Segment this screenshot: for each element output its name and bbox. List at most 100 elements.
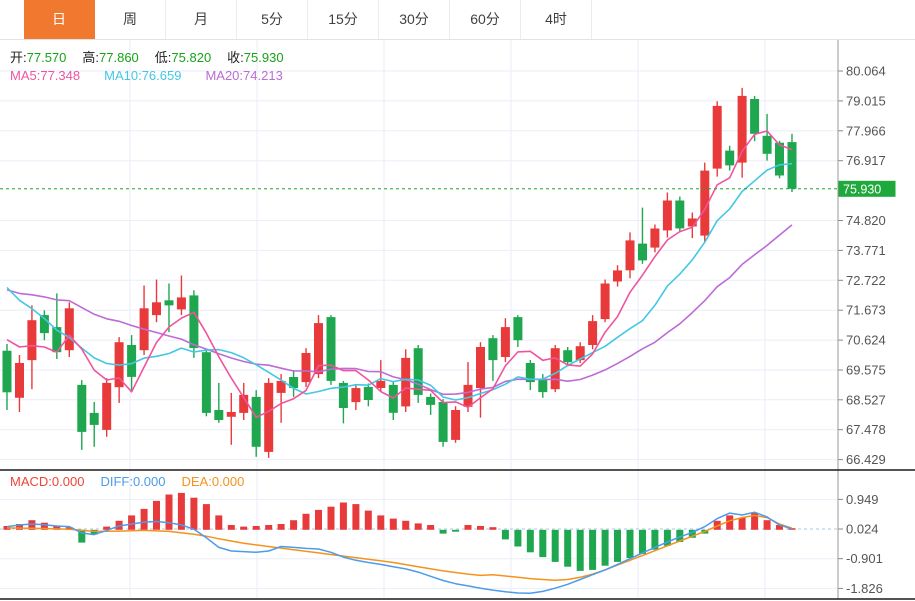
candle[interactable] <box>426 396 436 405</box>
candle[interactable] <box>451 410 461 440</box>
candle[interactable] <box>762 135 772 154</box>
candle[interactable] <box>326 317 336 381</box>
candle[interactable] <box>39 315 49 334</box>
macd-histogram-bar <box>40 522 48 530</box>
candle[interactable] <box>214 410 224 420</box>
candle[interactable] <box>27 320 37 361</box>
macd-histogram-bar <box>738 517 746 530</box>
candles[interactable] <box>2 87 797 458</box>
macd-histogram-bar <box>364 510 372 530</box>
candle[interactable] <box>52 327 62 353</box>
candle[interactable] <box>264 382 274 452</box>
candle[interactable] <box>525 363 535 383</box>
macd-histogram-bar <box>614 529 621 562</box>
candle[interactable] <box>226 412 236 417</box>
macd-histogram-bar <box>16 524 23 530</box>
macd-histogram-bar <box>103 526 111 530</box>
tab-60min[interactable]: 60分 <box>450 0 521 39</box>
candle[interactable] <box>289 377 299 389</box>
candle[interactable] <box>239 394 249 413</box>
macd-histogram-bar <box>128 515 136 530</box>
candle[interactable] <box>650 228 660 248</box>
candle[interactable] <box>463 384 473 407</box>
candle[interactable] <box>314 323 323 375</box>
candle[interactable] <box>513 317 523 341</box>
macd-histogram-bar <box>751 513 759 530</box>
grid <box>0 40 838 599</box>
tab-week[interactable]: 周 <box>95 0 166 39</box>
tab-month[interactable]: 月 <box>166 0 237 39</box>
candle[interactable] <box>712 105 722 169</box>
tab-4hour[interactable]: 4时 <box>521 0 592 39</box>
candle[interactable] <box>488 338 498 361</box>
macd-histogram-bar <box>414 523 422 530</box>
macd-axis-label: 0.949 <box>846 492 879 507</box>
candle[interactable] <box>438 402 448 442</box>
candle[interactable] <box>687 218 697 227</box>
tab-15min[interactable]: 15分 <box>308 0 379 39</box>
macd-histogram-bar <box>501 529 509 540</box>
candle[interactable] <box>413 348 423 395</box>
candle[interactable] <box>351 388 361 403</box>
candle[interactable] <box>613 270 622 282</box>
candle[interactable] <box>600 283 610 320</box>
candle[interactable] <box>775 142 784 176</box>
macd-histogram-bar <box>377 515 385 530</box>
candle[interactable] <box>700 170 710 236</box>
candle[interactable] <box>388 384 398 413</box>
candle[interactable] <box>737 95 747 163</box>
candle[interactable] <box>176 297 186 310</box>
macd-histogram-bar <box>439 529 447 534</box>
macd-histogram-bar <box>788 528 796 530</box>
candle[interactable] <box>102 382 112 430</box>
candle[interactable] <box>201 352 211 413</box>
candle[interactable] <box>301 353 311 383</box>
candle[interactable] <box>500 327 510 357</box>
candle[interactable] <box>127 345 137 377</box>
candle[interactable] <box>538 380 548 393</box>
candle[interactable] <box>376 380 386 388</box>
macd-histogram-bar <box>290 520 298 530</box>
current-price-tag <box>838 180 896 197</box>
tab-day[interactable]: 日 <box>24 0 95 39</box>
price-axis-label: 70.624 <box>846 333 886 348</box>
candle[interactable] <box>338 382 348 408</box>
candle[interactable] <box>625 240 635 271</box>
macd-axis-label: 0.024 <box>846 522 879 537</box>
candle[interactable] <box>251 396 261 447</box>
candle[interactable] <box>276 380 286 393</box>
macd-histogram-bar <box>265 525 273 530</box>
candle[interactable] <box>638 243 647 261</box>
candle[interactable] <box>89 412 99 425</box>
candle[interactable] <box>15 363 24 398</box>
candle[interactable] <box>550 348 560 390</box>
macd-histogram-bar <box>539 529 547 558</box>
candle[interactable] <box>476 347 485 388</box>
candle[interactable] <box>750 99 760 134</box>
candle[interactable] <box>662 200 672 231</box>
candle[interactable] <box>588 321 598 345</box>
candle[interactable] <box>725 150 735 166</box>
tab-30min[interactable]: 30分 <box>379 0 450 39</box>
candle[interactable] <box>189 295 199 349</box>
candle[interactable] <box>675 200 685 229</box>
candle[interactable] <box>77 384 87 432</box>
candle[interactable] <box>164 300 174 306</box>
candle[interactable] <box>563 350 573 363</box>
kline-chart[interactable]: 75.930 80.064 79.015 77.966 76.917 74.820 73.7… <box>0 40 915 601</box>
candle[interactable] <box>363 386 373 400</box>
price-axis: 80.064 79.015 77.966 76.917 74.820 73.771 72.7… <box>838 64 886 467</box>
ma20-line <box>6 224 793 396</box>
macd-histogram-bar <box>626 529 634 558</box>
dea-line <box>6 514 793 581</box>
macd-histogram-bar <box>601 529 609 566</box>
candle[interactable] <box>2 350 12 393</box>
candle[interactable] <box>575 346 585 361</box>
candle[interactable] <box>401 357 411 407</box>
tab-5min[interactable]: 5分 <box>237 0 308 39</box>
candle[interactable] <box>64 308 74 351</box>
macd-histogram-bar <box>140 508 148 530</box>
candle[interactable] <box>152 302 161 316</box>
candle[interactable] <box>787 142 797 189</box>
macd-histogram-bar <box>688 529 696 538</box>
